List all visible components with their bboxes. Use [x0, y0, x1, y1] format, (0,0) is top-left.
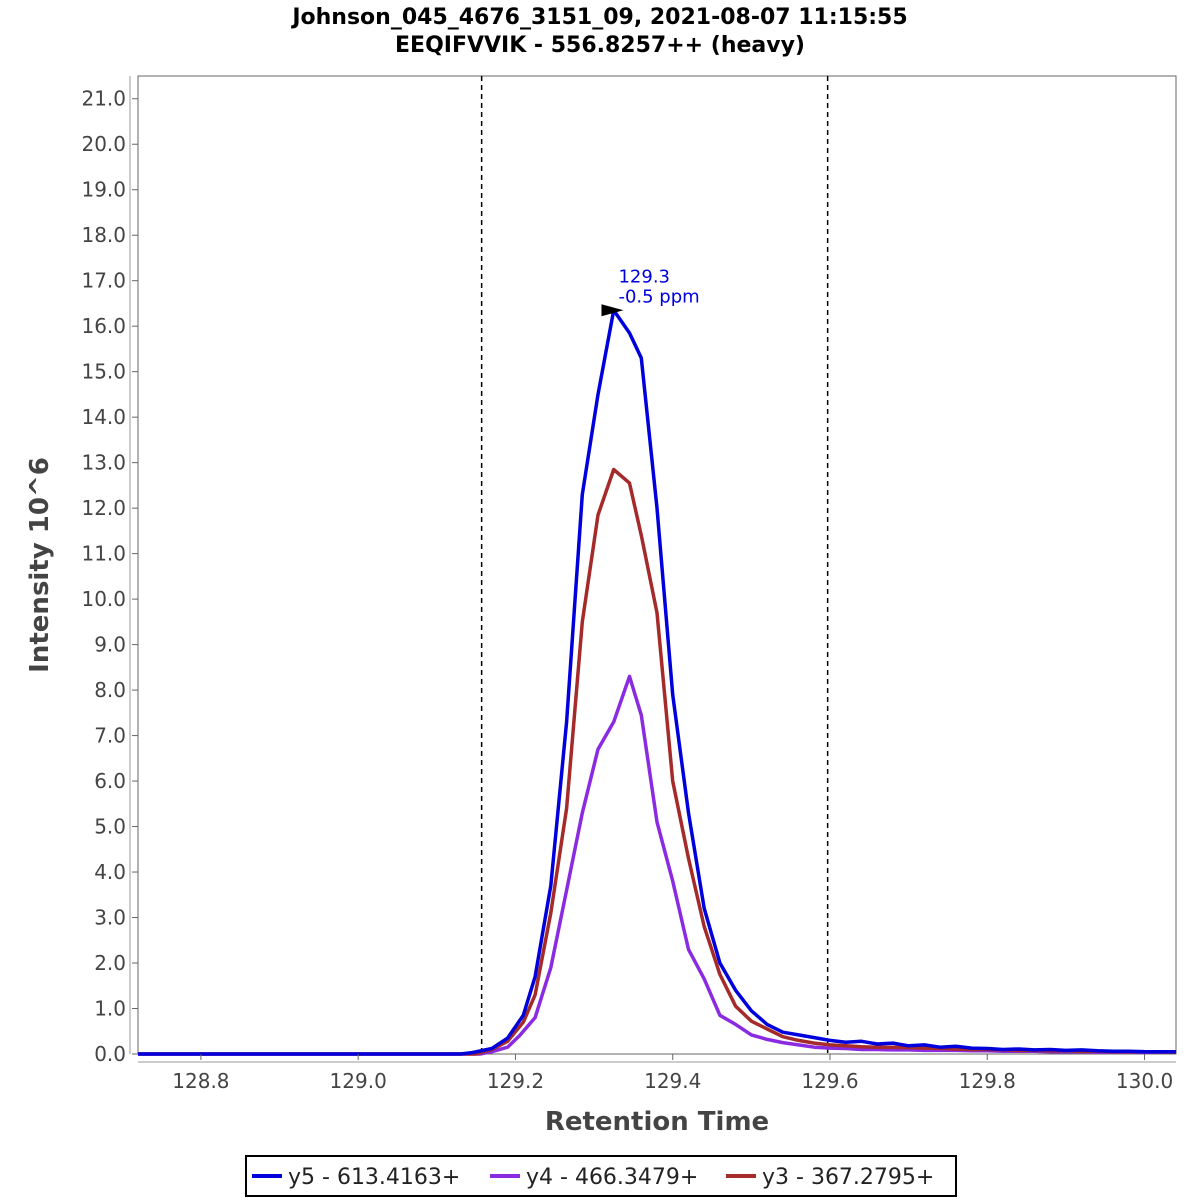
- legend-label: y4 - 466.3479+: [526, 1165, 698, 1190]
- y-tick-label: 14.0: [81, 405, 126, 429]
- x-tick-label: 129.2: [487, 1069, 544, 1093]
- y-axis-title: Intensity 10^6: [25, 457, 55, 673]
- x-tick-label: 129.6: [801, 1069, 858, 1093]
- x-tick-label: 128.8: [172, 1069, 229, 1093]
- legend: y5 - 613.4163+ y4 - 466.3479+ y3 - 367.279…: [245, 1155, 957, 1197]
- y-tick-label: 6.0: [94, 769, 126, 793]
- plot-area: 129.3-0.5 ppm: [137, 75, 1177, 1056]
- x-axis: 128.8 129.0 129.2 129.4 129.6 129.8 130.0: [138, 1054, 1176, 1093]
- y-axis: 0.0 1.0 2.0 3.0 4.0 5.0 6.0 7.0 8.0 9.0 10.0 11.0 12…: [81, 76, 138, 1066]
- y-tick-label: 13.0: [81, 451, 126, 475]
- y-tick-label: 8.0: [94, 678, 126, 702]
- y-tick-label: 1.0: [94, 997, 126, 1021]
- y-tick-label: 16.0: [81, 314, 126, 338]
- y-tick-label: 9.0: [94, 633, 126, 657]
- x-tick-label: 129.4: [644, 1069, 701, 1093]
- plot-frame: [137, 75, 1177, 1055]
- legend-label: y3 - 367.2795+: [762, 1165, 934, 1190]
- x-tick-label: 129.8: [959, 1069, 1016, 1093]
- y-tick-label: 4.0: [94, 860, 126, 884]
- peak-annotation-ppm: -0.5 ppm: [618, 286, 699, 307]
- y-tick-label: 2.0: [94, 951, 126, 975]
- y-tick-label: 11.0: [81, 542, 126, 566]
- y-tick-label: 5.0: [94, 815, 126, 839]
- chart-title-line1: Johnson_045_4676_3151_09, 2021-08-07 11:…: [290, 5, 907, 30]
- y-tick-label: 18.0: [81, 223, 126, 247]
- y-tick-label: 3.0: [94, 906, 126, 930]
- y-tick-label: 12.0: [81, 496, 126, 520]
- peak-arrow-icon: [601, 304, 624, 317]
- legend-box: [245, 1155, 957, 1197]
- x-tick-label: 130.0: [1116, 1069, 1173, 1093]
- y-tick-label: 7.0: [94, 724, 126, 748]
- y-tick-label: 0.0: [94, 1042, 126, 1066]
- series-line-y5: [138, 308, 1176, 1056]
- y-tick-label: 19.0: [81, 178, 126, 202]
- y-tick-label: 10.0: [81, 587, 126, 611]
- x-tick-label: 129.0: [330, 1069, 387, 1093]
- peak-annotation-rt: 129.3: [618, 266, 670, 287]
- legend-label: y5 - 613.4163+: [288, 1165, 460, 1190]
- y-tick-label: 15.0: [81, 360, 126, 384]
- y-tick-label: 21.0: [81, 87, 126, 111]
- chart-title-line2: EEQIFVVIK - 556.8257++ (heavy): [395, 33, 805, 58]
- y-tick-label: 17.0: [81, 269, 126, 293]
- x-axis-title: Retention Time: [545, 1107, 769, 1137]
- y-tick-label: 20.0: [81, 132, 126, 156]
